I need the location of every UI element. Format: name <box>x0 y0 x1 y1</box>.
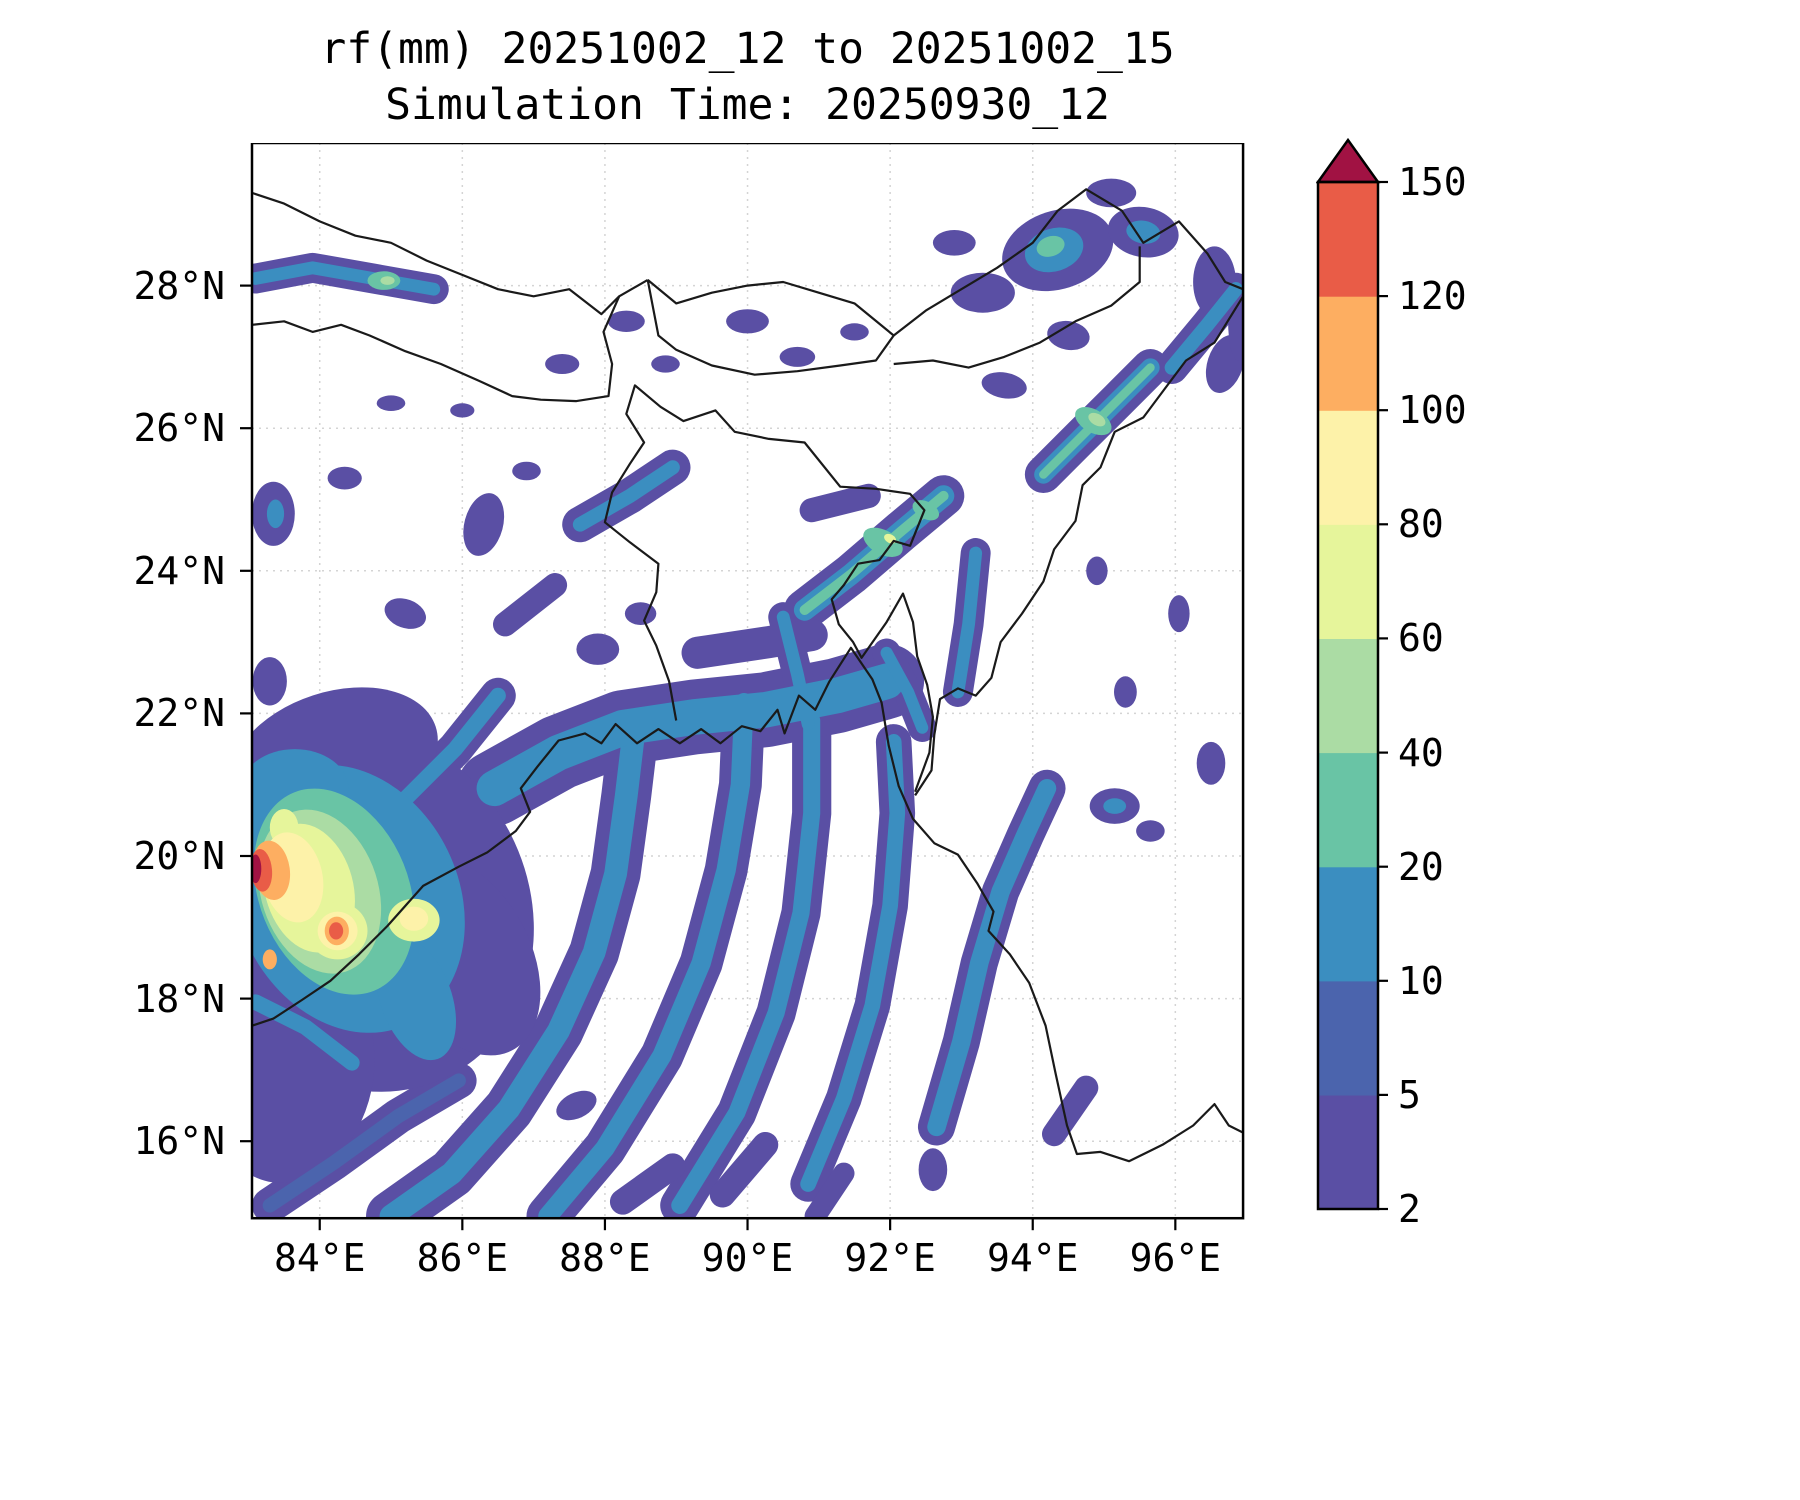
colorbar-tick-label: 60 <box>1398 616 1444 661</box>
x-tick-label: 84°E <box>273 1236 366 1281</box>
colorbar-extend-triangle <box>1316 137 1381 184</box>
colorbar-band <box>1318 524 1378 639</box>
colorbar-tick-label: 20 <box>1398 844 1444 889</box>
map-plot <box>240 143 1245 1231</box>
colorbar-tick-label: 150 <box>1398 160 1467 204</box>
colorbar-tick-label: 10 <box>1398 958 1444 1003</box>
x-tick-label: 88°E <box>559 1236 651 1281</box>
colorbar-outline <box>1316 180 1380 1211</box>
colorbar-band <box>1318 296 1378 411</box>
colorbar-tick-label: 80 <box>1398 502 1444 547</box>
colorbar-band <box>1318 752 1378 868</box>
colorbar-band <box>1318 866 1378 982</box>
colorbar-tick-label: 100 <box>1398 388 1467 433</box>
colorbar-band <box>1318 638 1378 754</box>
colorbar-band <box>1318 182 1378 297</box>
x-tick-label: 92°E <box>844 1236 936 1281</box>
chart-title: rf(mm) 20251002_12 to 20251002_15 <box>320 24 1175 74</box>
colorbar-tick-label: 40 <box>1398 730 1444 775</box>
x-tick-label: 86°E <box>416 1236 509 1281</box>
nepal-south-border <box>252 278 649 403</box>
x-tick-label: 90°E <box>701 1236 794 1281</box>
chart-subtitle: Simulation Time: 20250930_12 <box>385 80 1110 130</box>
x-tick-label: 94°E <box>986 1236 1079 1281</box>
axis-ticks <box>240 284 1177 1231</box>
y-tick-label: 24°N <box>133 548 225 593</box>
colorbar-tick-label: 2 <box>1398 1187 1421 1231</box>
rainfall-field <box>252 178 1244 1219</box>
colorbar <box>1316 137 1388 1211</box>
assam-valley-line <box>893 246 1141 369</box>
y-tick-label: 18°N <box>133 976 225 1021</box>
plot-frame <box>250 143 1245 1220</box>
y-tick-label: 22°N <box>133 691 225 736</box>
colorbar-band <box>1318 980 1378 1096</box>
colorbar-tick-label: 5 <box>1398 1072 1421 1117</box>
colorbar-band <box>1318 1094 1378 1210</box>
india-myanmar-border <box>914 295 1244 797</box>
basemap-boundaries <box>252 188 1244 1163</box>
himalaya-northeast-border <box>893 188 1244 337</box>
coastline <box>252 646 1244 1163</box>
y-tick-label: 20°N <box>133 834 225 878</box>
nepal-north-border <box>252 191 620 316</box>
colorbar-band <box>1318 410 1378 525</box>
y-tick-label: 16°N <box>133 1119 225 1164</box>
y-tick-label: 26°N <box>133 406 225 451</box>
x-tick-label: 96°E <box>1129 1236 1222 1281</box>
colorbar-tick-label: 120 <box>1398 274 1467 319</box>
bangladesh-border <box>603 384 934 793</box>
bhutan-border <box>646 279 895 376</box>
y-tick-label: 28°N <box>133 263 225 308</box>
